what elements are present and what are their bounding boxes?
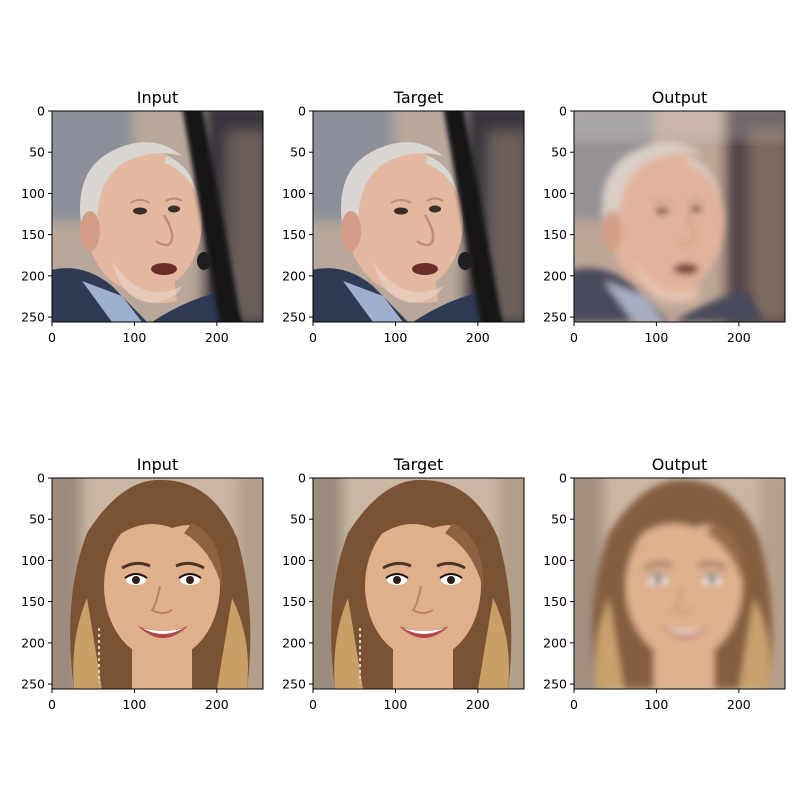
axes-frame <box>51 110 264 323</box>
x-tick-label: 100 <box>383 697 407 712</box>
y-tick-label: 150 <box>543 227 567 242</box>
y-tick-label: 150 <box>21 594 45 609</box>
y-tick-label: 0 <box>37 471 45 486</box>
x-tick-label: 100 <box>644 697 668 712</box>
y-tick-label: 0 <box>559 104 567 119</box>
mouth <box>673 263 699 275</box>
x-tick-label: 200 <box>466 330 490 345</box>
x-tick-label: 100 <box>383 330 407 345</box>
subplot-title: Target <box>393 455 444 474</box>
subplot-title: Output <box>652 455 708 474</box>
subplot-title: Output <box>652 88 708 107</box>
x-tick-label: 100 <box>122 330 146 345</box>
x-tick-label: 200 <box>727 330 751 345</box>
axes-frame <box>312 110 525 323</box>
microphone-pole <box>182 111 242 322</box>
y-tick-label: 0 <box>298 471 306 486</box>
y-tick-label: 100 <box>543 553 567 568</box>
face-photo <box>313 111 524 322</box>
y-tick-label: 250 <box>543 310 567 325</box>
y-tick-label: 150 <box>21 227 45 242</box>
y-tick-label: 50 <box>551 145 567 160</box>
face-photo <box>574 478 785 689</box>
y-tick-label: 100 <box>21 186 45 201</box>
face <box>86 149 202 293</box>
y-tick-label: 150 <box>543 594 567 609</box>
y-tick-label: 200 <box>21 268 45 283</box>
y-tick-label: 100 <box>282 186 306 201</box>
y-tick-label: 150 <box>282 227 306 242</box>
x-tick-label: 0 <box>48 697 56 712</box>
eye-left <box>393 576 401 584</box>
y-tick-label: 250 <box>21 310 45 325</box>
x-tick-label: 200 <box>727 697 751 712</box>
y-tick-label: 200 <box>543 268 567 283</box>
x-tick-label: 0 <box>570 697 578 712</box>
eye-right <box>708 576 716 584</box>
hair <box>80 142 182 231</box>
axes-frame <box>573 477 786 690</box>
y-tick-label: 250 <box>543 677 567 692</box>
x-tick-label: 0 <box>309 697 317 712</box>
axes-frame <box>573 110 786 323</box>
x-tick-label: 200 <box>466 697 490 712</box>
subplot-title: Target <box>393 88 444 107</box>
face <box>365 512 481 660</box>
face-photo <box>313 478 524 689</box>
y-tick-label: 50 <box>290 145 306 160</box>
y-tick-label: 150 <box>282 594 306 609</box>
x-tick-label: 100 <box>644 330 668 345</box>
y-tick-label: 200 <box>21 635 45 650</box>
face <box>626 512 742 660</box>
eye-right <box>186 576 194 584</box>
face-photo <box>52 111 263 322</box>
face <box>104 512 220 660</box>
mouth <box>412 263 438 275</box>
y-tick-label: 50 <box>29 512 45 527</box>
hair <box>341 142 443 231</box>
face <box>347 149 463 293</box>
eye-left <box>132 576 140 584</box>
y-tick-label: 250 <box>21 677 45 692</box>
x-tick-label: 0 <box>570 330 578 345</box>
eye-right <box>447 576 455 584</box>
y-tick-label: 200 <box>282 635 306 650</box>
x-tick-label: 0 <box>309 330 317 345</box>
y-tick-label: 250 <box>282 310 306 325</box>
eye-left <box>654 576 662 584</box>
y-tick-label: 0 <box>559 471 567 486</box>
y-tick-label: 0 <box>298 104 306 119</box>
microphone-pole <box>443 111 503 322</box>
y-tick-label: 50 <box>551 512 567 527</box>
y-tick-label: 200 <box>282 268 306 283</box>
x-tick-label: 200 <box>205 697 229 712</box>
x-tick-label: 0 <box>48 330 56 345</box>
x-tick-label: 200 <box>205 330 229 345</box>
y-tick-label: 100 <box>282 553 306 568</box>
y-tick-label: 100 <box>543 186 567 201</box>
x-tick-label: 100 <box>122 697 146 712</box>
y-tick-label: 200 <box>543 635 567 650</box>
y-tick-label: 0 <box>37 104 45 119</box>
axes-frame <box>51 477 264 690</box>
face-photo <box>52 478 263 689</box>
subplot-title: Input <box>137 88 178 107</box>
y-tick-label: 50 <box>290 512 306 527</box>
y-tick-label: 50 <box>29 145 45 160</box>
face <box>608 149 724 293</box>
axes-frame <box>312 477 525 690</box>
y-tick-label: 100 <box>21 553 45 568</box>
face-photo <box>574 111 785 322</box>
subplot-title: Input <box>137 455 178 474</box>
y-tick-label: 250 <box>282 677 306 692</box>
mouth <box>151 263 177 275</box>
hair <box>602 142 704 231</box>
